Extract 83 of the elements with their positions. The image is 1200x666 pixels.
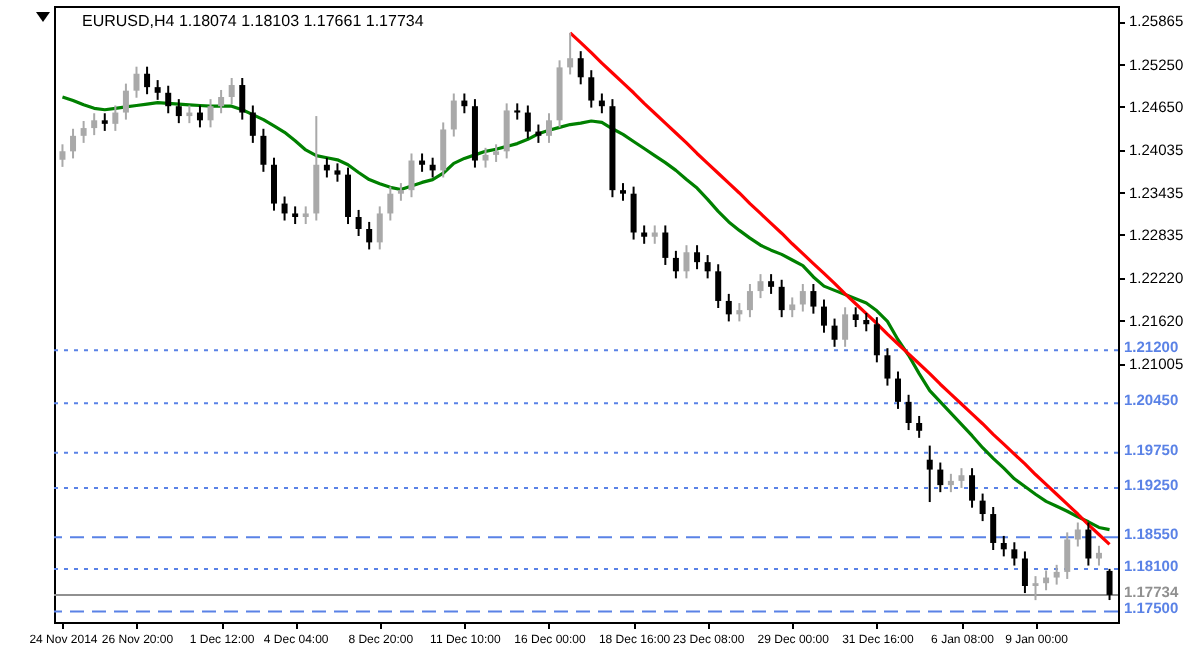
candlestick: [683, 244, 690, 280]
candlestick: [80, 120, 87, 144]
candlestick: [1085, 521, 1092, 567]
candlestick: [662, 224, 669, 266]
candlestick: [408, 152, 415, 199]
candlestick: [831, 317, 838, 348]
candlestick: [503, 102, 510, 160]
candlestick: [778, 278, 785, 319]
candlestick: [1021, 550, 1028, 595]
candlestick: [535, 123, 542, 144]
candlestick: [482, 146, 489, 169]
candlestick: [154, 79, 161, 101]
candlestick: [419, 152, 426, 173]
candlestick: [926, 444, 933, 504]
candlestick: [1074, 521, 1081, 548]
candlestick: [366, 220, 373, 251]
candlestick: [905, 393, 912, 432]
candlestick: [863, 311, 870, 333]
candlestick: [672, 249, 679, 280]
candlestick: [958, 467, 965, 489]
candlestick: [1053, 563, 1060, 586]
candlestick: [757, 273, 764, 300]
candlestick: [270, 156, 277, 212]
candlestick: [736, 302, 743, 323]
candlestick: [1064, 531, 1071, 580]
candlestick: [122, 82, 129, 121]
candlestick: [207, 98, 214, 129]
candlestick: [937, 461, 944, 494]
candlestick: [746, 283, 753, 319]
candlestick: [112, 104, 119, 132]
candlestick: [91, 112, 98, 137]
candlestick: [1106, 567, 1113, 602]
candlestick: [239, 76, 246, 121]
candlestick: [524, 104, 531, 140]
candlestick: [1011, 541, 1018, 567]
chart-title: EURUSD,H4 1.18074 1.18103 1.17661 1.17734: [82, 12, 425, 30]
candlestick: [704, 254, 711, 280]
candlestick: [588, 69, 595, 109]
candlestick: [842, 306, 849, 348]
candlestick: [567, 31, 574, 76]
candlestick: [979, 492, 986, 523]
candlestick: [725, 292, 732, 323]
candlestick: [59, 143, 66, 168]
candlestick: [545, 112, 552, 144]
candlestick: [260, 127, 267, 173]
candlestick: [165, 84, 172, 115]
candlestick: [249, 104, 256, 144]
candlestick: [218, 88, 225, 115]
candlestick: [884, 347, 891, 387]
candlestick: [228, 76, 235, 106]
candlestick: [376, 205, 383, 251]
candlestick: [895, 370, 902, 410]
candlestick: [387, 185, 394, 222]
candlestick: [799, 283, 806, 313]
candlestick: [651, 224, 658, 245]
candlestick: [345, 166, 352, 226]
candlestick: [789, 296, 796, 319]
line-series: [568, 31, 1112, 546]
candlestick: [820, 298, 827, 334]
candlestick: [947, 472, 954, 494]
candlestick: [810, 283, 817, 315]
candlestick: [916, 414, 923, 439]
candlestick: [440, 121, 447, 179]
candlestick: [577, 50, 584, 86]
candlestick: [969, 467, 976, 509]
candlestick: [133, 65, 140, 99]
candlestick: [144, 65, 151, 96]
candlestick: [355, 208, 362, 238]
candlestick: [334, 162, 341, 183]
candlestick: [852, 306, 859, 329]
candlestick: [175, 98, 182, 125]
candlestick: [694, 244, 701, 271]
candlestick: [630, 185, 637, 241]
candlestick: [990, 505, 997, 552]
candlestick: [1000, 534, 1007, 558]
candlestick: [768, 273, 775, 295]
candlestick: [281, 195, 288, 222]
candlestick: [70, 127, 77, 160]
candlestick: [1032, 575, 1039, 602]
candlestick: [873, 316, 880, 364]
candlestick: [641, 224, 648, 245]
candlestick: [715, 263, 722, 309]
candlestick: [450, 92, 457, 138]
